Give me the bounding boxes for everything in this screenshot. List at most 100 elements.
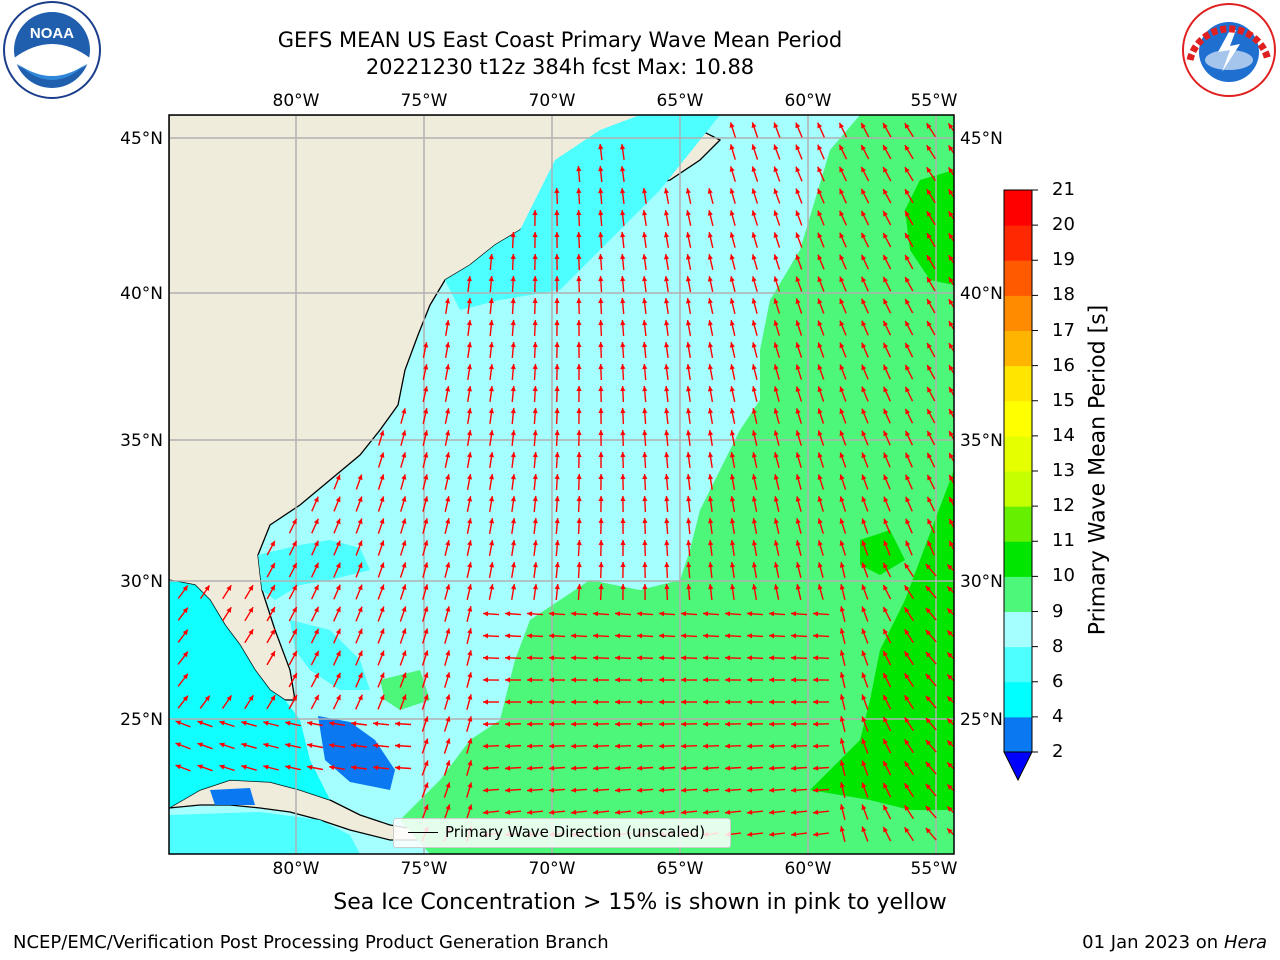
direction-arrowhead — [729, 518, 736, 524]
direction-arrowhead — [751, 386, 757, 392]
direction-arrowhead — [270, 540, 275, 547]
direction-arrowhead — [883, 562, 888, 569]
direction-arrowhead — [795, 496, 801, 502]
direction-arrowhead — [817, 430, 823, 436]
direction-arrowhead — [241, 720, 247, 726]
direction-arrowhead — [483, 765, 489, 771]
direction-arrowhead — [795, 474, 801, 480]
direction-arrowhead — [445, 496, 451, 502]
direction-arrowhead — [488, 408, 494, 414]
direction-arrowhead — [861, 496, 867, 503]
direction-arrowhead — [751, 188, 757, 194]
direction-arrowhead — [883, 760, 888, 767]
direction-arrowhead — [795, 430, 801, 436]
direction-arrowhead — [554, 474, 560, 480]
direction-arrowhead — [769, 743, 775, 749]
direction-arrowhead — [483, 655, 489, 661]
direction-arrowhead — [445, 474, 451, 480]
direction-arrowhead — [593, 743, 599, 749]
direction-arrowhead — [707, 364, 713, 370]
direction-arrowhead — [769, 787, 775, 793]
direction-arrowhead — [510, 254, 516, 260]
wave-direction-arrows — [175, 122, 954, 842]
direction-arrowhead — [248, 629, 254, 635]
direction-arrowhead — [642, 276, 648, 282]
direction-arrowhead — [314, 694, 319, 701]
direction-arrowhead — [769, 699, 774, 705]
direction-arrowhead — [751, 540, 757, 546]
direction-arrowhead — [554, 518, 560, 524]
direction-arrowhead — [751, 232, 757, 238]
direction-arrowhead — [949, 474, 954, 481]
direction-arrowhead — [423, 562, 429, 568]
direction-arrowhead — [791, 633, 797, 639]
direction-arrowhead — [883, 518, 889, 525]
direction-arrowhead — [949, 431, 954, 437]
direction-arrowhead — [554, 430, 560, 436]
direction-arrowhead — [527, 633, 533, 639]
lon-tick: 65°W — [657, 91, 704, 111]
direction-arrowhead — [861, 474, 867, 481]
direction-arrowhead — [182, 585, 188, 592]
direction-arrowhead — [313, 540, 319, 547]
lat-tick: 25°N — [120, 710, 163, 730]
direction-arrowhead — [861, 166, 866, 173]
direction-arrowhead — [395, 721, 401, 727]
direction-arrowhead — [686, 430, 692, 436]
direction-arrowhead — [773, 188, 779, 194]
direction-arrowhead — [307, 764, 313, 770]
direction-arrowhead — [664, 430, 670, 436]
direction-arrowhead — [839, 584, 845, 590]
direction-arrowhead — [725, 787, 731, 793]
direction-arrowhead — [927, 430, 932, 437]
direction-arrowhead — [817, 188, 823, 195]
direction-arrowhead — [554, 320, 560, 325]
direction-arrowhead — [642, 584, 648, 589]
direction-arrowhead — [883, 232, 888, 239]
direction-arrowhead — [839, 452, 845, 458]
direction-arrowhead — [791, 765, 797, 771]
direction-arrowhead — [707, 386, 713, 392]
direction-arrowhead — [883, 496, 889, 503]
direction-arrowhead — [925, 717, 931, 724]
direction-arrowhead — [483, 633, 489, 639]
direction-arrowhead — [620, 232, 626, 238]
direction-arrowhead — [598, 320, 604, 326]
direction-arrowhead — [725, 677, 730, 683]
direction-arrowhead — [861, 782, 867, 789]
direction-arrowhead — [620, 254, 626, 260]
direction-arrowhead — [747, 611, 753, 617]
direction-arrowhead — [747, 633, 753, 639]
direction-arrowhead — [795, 320, 801, 326]
direction-arrowhead — [598, 210, 604, 216]
direction-arrowhead — [620, 298, 626, 304]
direction-arrowhead — [532, 540, 538, 546]
direction-arrowhead — [549, 721, 555, 727]
direction-arrowhead — [861, 672, 867, 679]
direction-arrowhead — [730, 540, 736, 546]
direction-arrowhead — [905, 211, 910, 217]
direction-arrowhead — [925, 805, 931, 812]
direction-arrowhead — [817, 452, 823, 458]
colorbar-tick-label: 12 — [1052, 495, 1075, 517]
direction-arrowhead — [241, 764, 247, 770]
direction-arrowhead — [598, 364, 604, 370]
direction-arrowhead — [642, 232, 648, 238]
direction-arrowhead — [379, 650, 385, 657]
direction-arrowhead — [861, 408, 867, 415]
direction-arrowhead — [791, 611, 797, 617]
direction-arrowhead — [292, 584, 297, 591]
direction-arrowhead — [773, 320, 779, 326]
direction-arrowhead — [335, 650, 341, 657]
lat-tick: 35°N — [960, 431, 1003, 451]
direction-arrowhead — [686, 562, 692, 568]
direction-arrowhead — [554, 562, 560, 568]
direction-arrowhead — [883, 540, 889, 547]
direction-arrowhead — [598, 276, 604, 282]
direction-arrowhead — [598, 474, 604, 479]
direction-arrowhead — [948, 321, 954, 327]
direction-arrowhead — [642, 474, 648, 480]
direction-arrowhead — [445, 628, 451, 634]
direction-arrowhead — [926, 233, 932, 239]
direction-arrowhead — [905, 540, 911, 547]
